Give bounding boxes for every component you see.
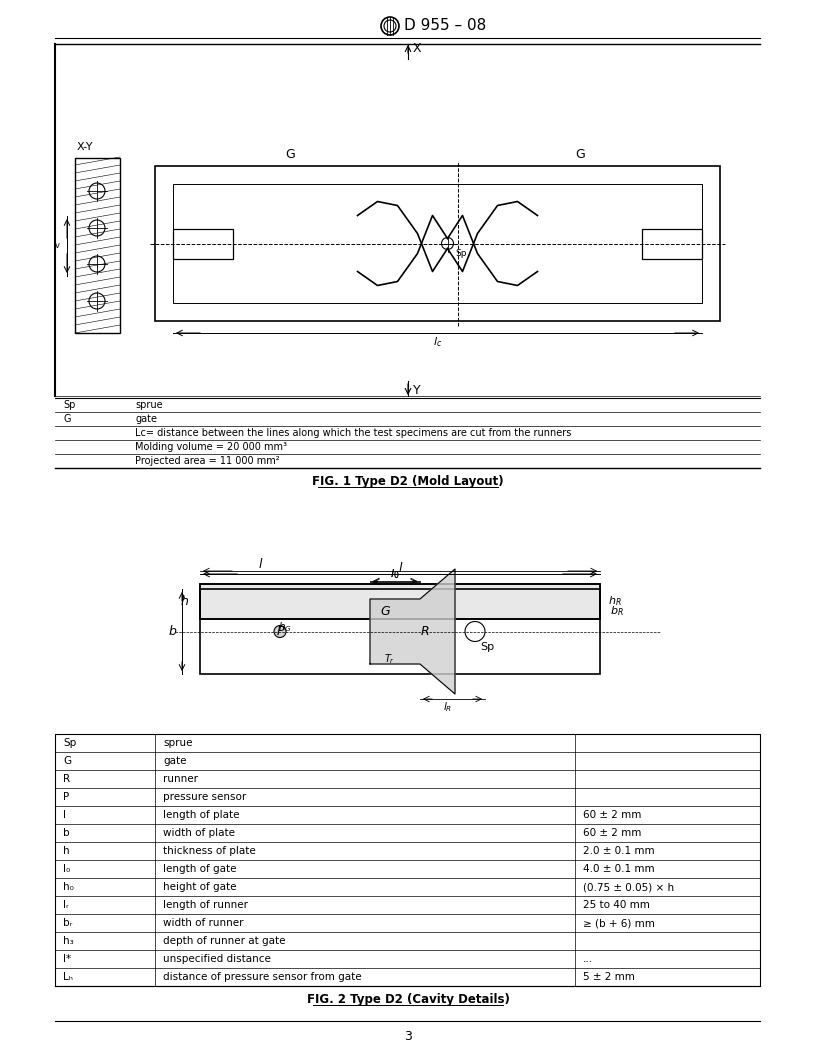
Circle shape	[89, 183, 105, 199]
Text: $l_0$: $l_0$	[390, 567, 400, 581]
Bar	[55, 734, 760, 986]
Text: R: R	[421, 625, 429, 638]
Text: Sp: Sp	[63, 400, 75, 410]
Text: l₀: l₀	[63, 864, 70, 874]
Text: h: h	[180, 595, 188, 608]
Text: X: X	[413, 42, 422, 56]
Text: lᵣ: lᵣ	[63, 900, 69, 910]
Text: Lc= distance between the lines along which the test specimens are cut from the r: Lc= distance between the lines along whi…	[135, 428, 571, 438]
Text: h₀: h₀	[63, 882, 74, 892]
Text: distance of pressure sensor from gate: distance of pressure sensor from gate	[163, 972, 361, 982]
Text: G: G	[380, 605, 390, 618]
Text: D 955 – 08: D 955 – 08	[404, 19, 486, 34]
Text: $l_0$: $l_0$	[390, 567, 400, 581]
Polygon shape	[370, 569, 455, 694]
Text: P: P	[63, 792, 69, 802]
Text: $T_r$: $T_r$	[384, 653, 396, 666]
Bar	[200, 584, 600, 619]
Text: 25 to 40 mm: 25 to 40 mm	[583, 900, 650, 910]
Text: 2.0 ± 0.1 mm: 2.0 ± 0.1 mm	[583, 846, 654, 856]
Text: gate: gate	[163, 756, 187, 766]
Text: l*: l*	[63, 954, 71, 964]
Bar	[173, 228, 233, 259]
Text: Sp: Sp	[455, 249, 467, 258]
Text: width of plate: width of plate	[163, 828, 235, 838]
Text: depth of runner at gate: depth of runner at gate	[163, 936, 286, 946]
Text: Molding volume = 20 000 mm³: Molding volume = 20 000 mm³	[135, 442, 287, 452]
Text: b: b	[63, 828, 69, 838]
Bar	[155, 166, 720, 321]
Bar	[642, 228, 702, 259]
Text: G: G	[63, 414, 70, 425]
Text: ...: ...	[583, 954, 593, 964]
Text: length of plate: length of plate	[163, 810, 240, 821]
Text: $h_R$: $h_R$	[608, 595, 622, 608]
Text: gate: gate	[135, 414, 157, 425]
Text: $l_R$: $l_R$	[443, 700, 452, 714]
Bar	[75, 158, 120, 333]
Text: l: l	[398, 562, 401, 574]
Text: G: G	[285, 148, 295, 161]
Text: X-Y: X-Y	[77, 142, 94, 152]
Text: ≥ (b + 6) mm: ≥ (b + 6) mm	[583, 918, 655, 928]
Text: b: b	[168, 625, 176, 638]
Text: 4.0 ± 0.1 mm: 4.0 ± 0.1 mm	[583, 864, 654, 874]
Text: G: G	[575, 148, 585, 161]
Text: width of runner: width of runner	[163, 918, 243, 928]
Text: sprue: sprue	[163, 738, 193, 748]
Text: pressure sensor: pressure sensor	[163, 792, 246, 802]
Text: 3: 3	[404, 1030, 412, 1042]
Text: G: G	[63, 756, 71, 766]
Circle shape	[465, 622, 485, 641]
Text: 60 ± 2 mm: 60 ± 2 mm	[583, 810, 641, 821]
Text: length of runner: length of runner	[163, 900, 248, 910]
Text: Sp: Sp	[480, 641, 494, 652]
Text: l: l	[63, 810, 66, 821]
Text: h₃: h₃	[63, 936, 73, 946]
Bar	[200, 589, 600, 674]
Text: l: l	[258, 559, 262, 571]
Text: 5 ± 2 mm: 5 ± 2 mm	[583, 972, 635, 982]
Text: Y: Y	[413, 384, 420, 397]
Text: $l_c$: $l_c$	[432, 335, 442, 348]
Text: Sp: Sp	[63, 738, 76, 748]
Text: P: P	[277, 625, 284, 638]
Text: FIG. 1 Type D2 (Mold Layout): FIG. 1 Type D2 (Mold Layout)	[313, 475, 503, 489]
Text: sprue: sprue	[135, 400, 162, 410]
Text: v: v	[55, 242, 60, 250]
Text: Lₕ: Lₕ	[63, 972, 73, 982]
Text: length of gate: length of gate	[163, 864, 237, 874]
Circle shape	[441, 238, 454, 249]
Text: Projected area = 11 000 mm²: Projected area = 11 000 mm²	[135, 456, 280, 466]
Text: R: R	[63, 774, 70, 784]
Text: 60 ± 2 mm: 60 ± 2 mm	[583, 828, 641, 838]
Text: unspecified distance: unspecified distance	[163, 954, 271, 964]
Text: bᵣ: bᵣ	[63, 918, 73, 928]
Text: $b_R$: $b_R$	[610, 605, 623, 619]
Text: $h_G$: $h_G$	[278, 620, 292, 634]
Text: (0.75 ± 0.05) × h: (0.75 ± 0.05) × h	[583, 882, 674, 892]
Text: runner: runner	[163, 774, 198, 784]
Circle shape	[89, 220, 105, 235]
Text: height of gate: height of gate	[163, 882, 237, 892]
Circle shape	[274, 625, 286, 638]
Text: FIG. 2 Type D2 (Cavity Details): FIG. 2 Type D2 (Cavity Details)	[307, 994, 509, 1006]
Bar	[173, 184, 702, 303]
Circle shape	[89, 256, 105, 272]
Bar	[200, 584, 600, 619]
Circle shape	[89, 293, 105, 309]
Text: h: h	[63, 846, 69, 856]
Text: thickness of plate: thickness of plate	[163, 846, 255, 856]
